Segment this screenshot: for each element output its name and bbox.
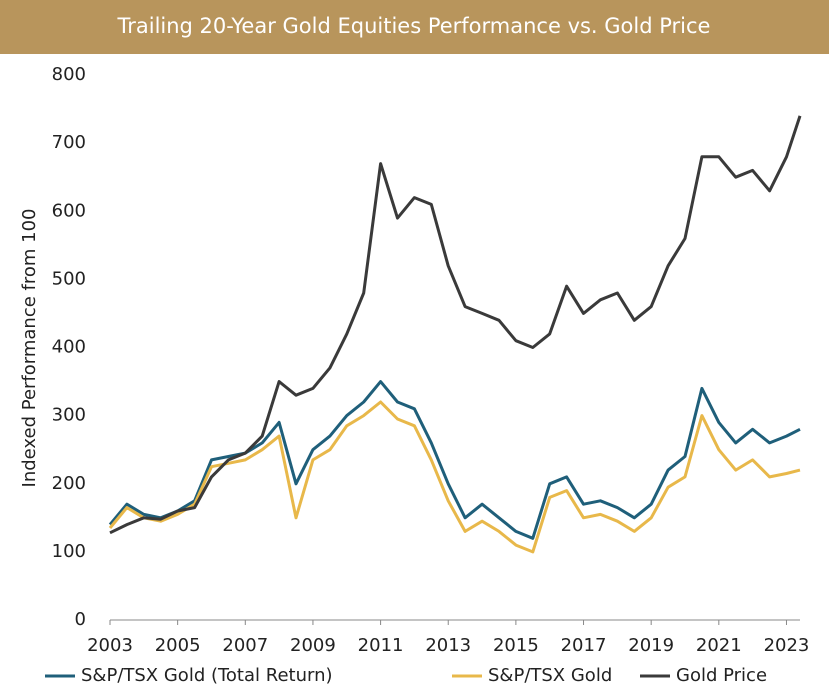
y-tick-label: 200 (52, 473, 86, 494)
x-tick-label: 2009 (290, 635, 336, 656)
y-tick-label: 600 (52, 200, 86, 221)
x-tick-label: 2011 (358, 635, 404, 656)
x-tick-label: 2021 (696, 635, 742, 656)
y-tick-label: 700 (52, 132, 86, 153)
y-tick-label: 100 (52, 541, 86, 562)
x-tick-label: 2005 (155, 635, 201, 656)
x-tick-label: 2017 (561, 635, 607, 656)
y-axis-label: Indexed Performance from 100 (19, 209, 40, 488)
y-tick-label: 400 (52, 337, 86, 358)
chart-title: Trailing 20-Year Gold Equities Performan… (117, 14, 711, 38)
y-tick-label: 300 (52, 405, 86, 426)
x-tick-label: 2019 (628, 635, 674, 656)
y-tick-label: 0 (75, 609, 86, 630)
y-tick-label: 800 (52, 64, 86, 85)
x-tick-label: 2007 (222, 635, 268, 656)
legend-label: Gold Price (676, 665, 767, 686)
legend-label: S&P/TSX Gold (488, 665, 612, 686)
series-line (109, 115, 802, 535)
series-line (108, 380, 801, 540)
x-tick-label: 2013 (425, 635, 471, 656)
x-tick-label: 2015 (493, 635, 539, 656)
title-banner (0, 0, 829, 54)
x-tick-label: 2003 (87, 635, 133, 656)
x-tick-label: 2023 (764, 635, 810, 656)
legend-label: S&P/TSX Gold (Total Return) (81, 665, 333, 686)
y-tick-label: 500 (52, 268, 86, 289)
